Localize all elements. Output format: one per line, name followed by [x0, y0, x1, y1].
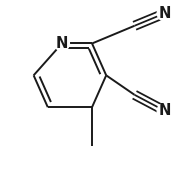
Text: N: N [56, 36, 68, 51]
Circle shape [157, 6, 172, 21]
Text: N: N [158, 6, 171, 21]
Text: N: N [158, 103, 171, 118]
Circle shape [157, 103, 172, 118]
Circle shape [55, 36, 69, 51]
